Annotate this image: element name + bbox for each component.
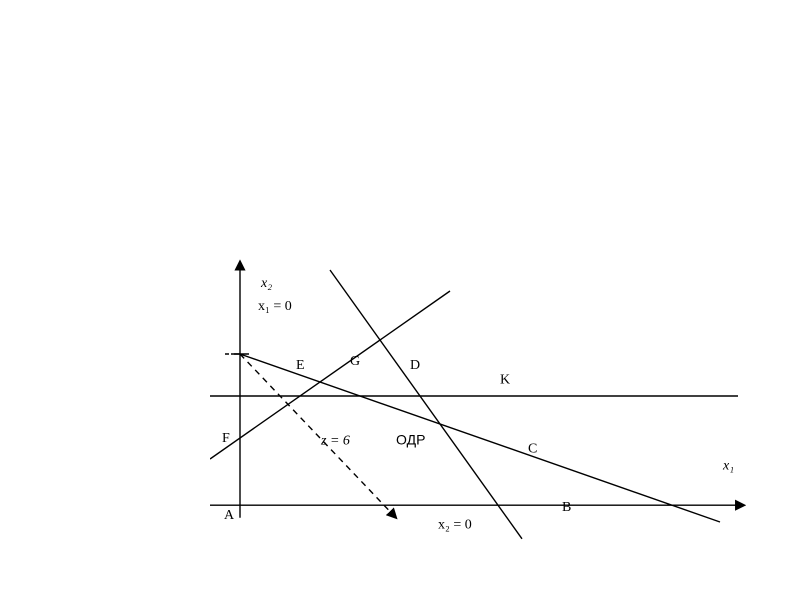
line-constraint-2: [330, 270, 522, 539]
x2-zero-label: x₂ = 0: [438, 517, 472, 532]
point-label-A: A: [224, 508, 235, 523]
z-label: z = 6: [320, 433, 350, 448]
point-label-G: G: [350, 354, 360, 369]
point-label-K: K: [500, 373, 510, 388]
point-label-F: F: [222, 431, 230, 446]
feasible-region-label: ОДР: [396, 431, 425, 447]
line-constraint-1: [240, 354, 720, 522]
point-label-B: B: [562, 500, 571, 515]
objective-line: [240, 354, 396, 518]
point-label-E: E: [296, 358, 305, 373]
point-label-D: D: [410, 358, 420, 373]
point-label-C: C: [528, 442, 537, 457]
y-axis-label: x₂: [260, 276, 272, 291]
x1-zero-label: x₁ = 0: [258, 299, 292, 314]
x-axis-label: x₁: [722, 459, 734, 474]
lp-plot: A F E G D K C Bx₂ x₁ = 0 x₁ x₂ = 0 z = 6 ОДР: [210, 140, 770, 540]
